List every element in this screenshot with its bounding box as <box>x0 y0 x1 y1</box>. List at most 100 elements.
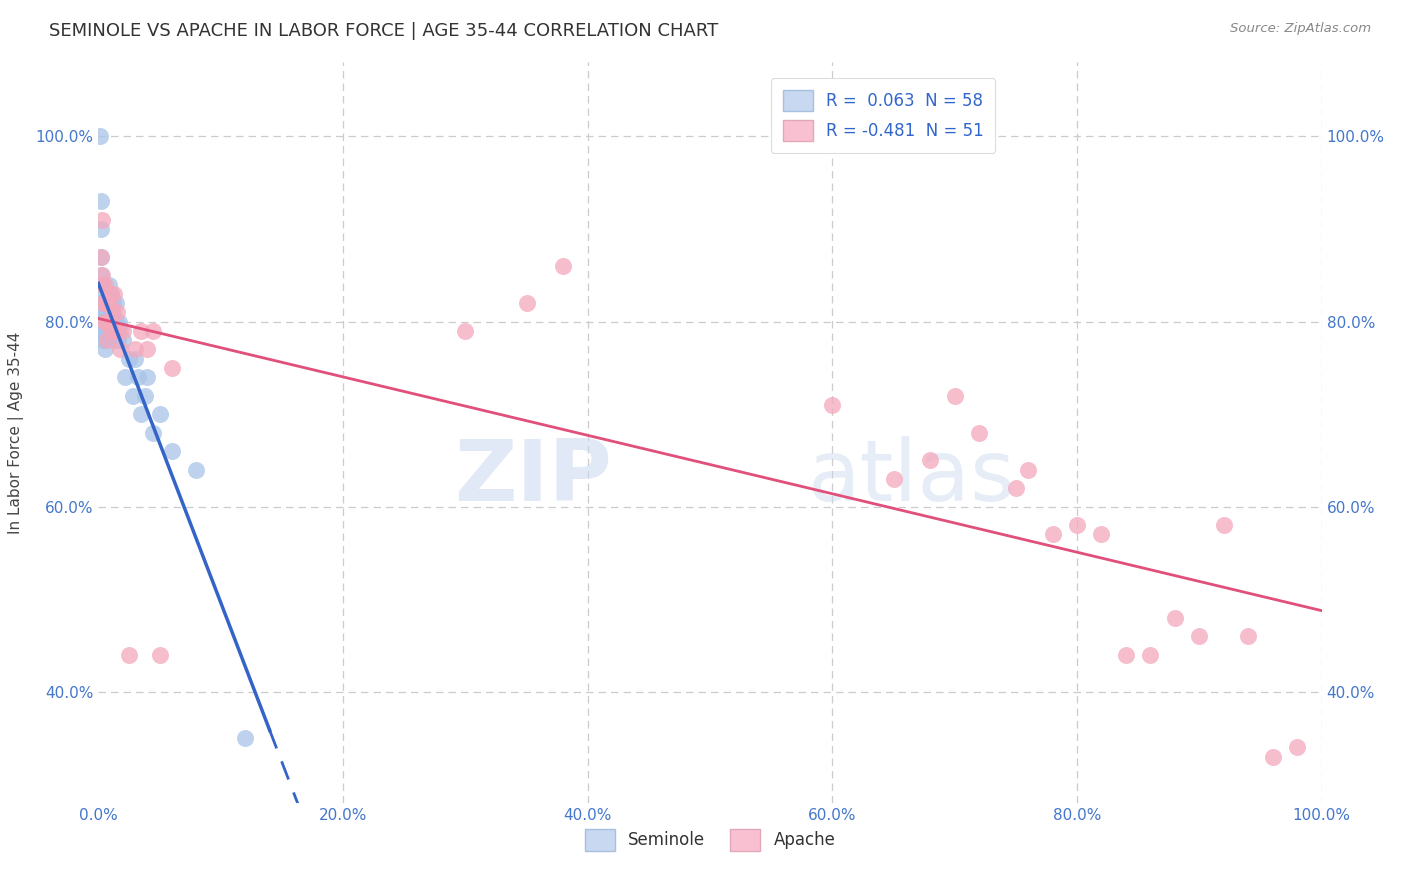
Point <box>96 296 118 310</box>
Point <box>149 407 172 421</box>
Point <box>91 277 114 292</box>
Point <box>93 305 115 319</box>
Text: atlas: atlas <box>808 435 1017 518</box>
Point <box>91 305 114 319</box>
Point <box>111 324 134 338</box>
Point <box>91 315 114 329</box>
Point <box>160 444 183 458</box>
Point <box>100 286 122 301</box>
Point <box>1261 749 1284 764</box>
Point <box>124 351 146 366</box>
Point <box>94 296 117 310</box>
Point <box>91 277 114 292</box>
Point <box>110 324 132 338</box>
Point <box>101 324 124 338</box>
Point <box>101 305 124 319</box>
Point <box>821 398 844 412</box>
Point <box>142 324 165 338</box>
Y-axis label: In Labor Force | Age 35-44: In Labor Force | Age 35-44 <box>8 332 24 533</box>
Point <box>98 277 121 292</box>
Point <box>100 305 122 319</box>
Point <box>943 389 966 403</box>
Point <box>114 370 136 384</box>
Point <box>101 315 124 329</box>
Point <box>90 194 112 209</box>
Point <box>93 343 115 357</box>
Point <box>149 648 172 662</box>
Point <box>454 324 477 338</box>
Point <box>91 286 114 301</box>
Point <box>121 389 143 403</box>
Point <box>104 296 127 310</box>
Point <box>98 296 121 310</box>
Point <box>91 268 114 283</box>
Point <box>1042 527 1064 541</box>
Legend: Seminole, Apache: Seminole, Apache <box>578 822 842 857</box>
Point <box>105 305 128 319</box>
Point <box>90 222 112 236</box>
Point <box>110 343 132 357</box>
Point <box>96 296 118 310</box>
Point <box>1286 740 1309 755</box>
Point <box>1139 648 1161 662</box>
Point <box>89 129 111 144</box>
Point <box>134 389 156 403</box>
Point <box>1004 481 1026 495</box>
Point <box>97 296 120 310</box>
Point <box>93 315 115 329</box>
Point <box>94 324 117 338</box>
Point <box>1090 527 1112 541</box>
Text: SEMINOLE VS APACHE IN LABOR FORCE | AGE 35-44 CORRELATION CHART: SEMINOLE VS APACHE IN LABOR FORCE | AGE … <box>49 22 718 40</box>
Point <box>94 333 117 347</box>
Point <box>108 315 131 329</box>
Point <box>1237 629 1260 643</box>
Point <box>103 324 125 338</box>
Point <box>91 315 114 329</box>
Point <box>101 296 124 310</box>
Point <box>90 296 112 310</box>
Point <box>103 333 125 347</box>
Point <box>104 315 127 329</box>
Point <box>94 315 117 329</box>
Text: Source: ZipAtlas.com: Source: ZipAtlas.com <box>1230 22 1371 36</box>
Point <box>136 343 159 357</box>
Point <box>101 324 124 338</box>
Point <box>103 286 125 301</box>
Point <box>101 315 124 329</box>
Point <box>97 315 120 329</box>
Point <box>186 462 208 476</box>
Point <box>97 324 120 338</box>
Point <box>97 315 120 329</box>
Point <box>94 315 117 329</box>
Point <box>1066 518 1088 533</box>
Point <box>118 351 141 366</box>
Point <box>107 324 129 338</box>
Point <box>93 277 115 292</box>
Text: ZIP: ZIP <box>454 435 612 518</box>
Point <box>100 286 122 301</box>
Point <box>89 296 111 310</box>
Point <box>233 731 256 745</box>
Point <box>93 324 115 338</box>
Point <box>96 333 118 347</box>
Point <box>129 407 152 421</box>
Point <box>104 324 127 338</box>
Point <box>515 296 537 310</box>
Point <box>111 333 134 347</box>
Point <box>920 453 942 467</box>
Point <box>967 425 990 440</box>
Point <box>160 360 183 375</box>
Point <box>1115 648 1137 662</box>
Point <box>90 250 112 264</box>
Point <box>142 425 165 440</box>
Point <box>1188 629 1211 643</box>
Point <box>91 212 114 227</box>
Point <box>553 259 575 273</box>
Point <box>105 324 128 338</box>
Point <box>118 648 141 662</box>
Point <box>91 333 114 347</box>
Point <box>1212 518 1234 533</box>
Point <box>129 324 152 338</box>
Point <box>90 268 112 283</box>
Point <box>96 315 118 329</box>
